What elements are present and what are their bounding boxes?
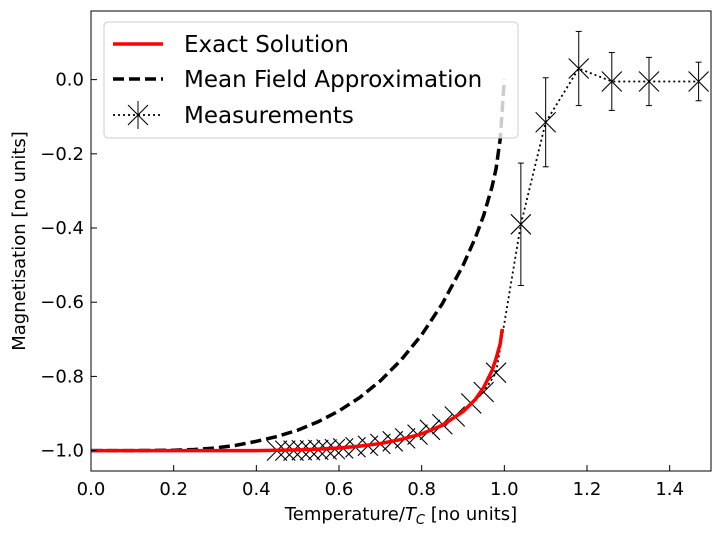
y-tick-label: −1.0 [40,441,84,462]
legend-label: Exact Solution [184,32,349,58]
x-tick-label: 0.6 [325,479,354,500]
marker-stroke-b [510,213,532,235]
y-tick-label: 0.0 [55,70,84,91]
x-axis-label: Temperature/TC [no units] [284,504,517,528]
data-point-marker [688,71,709,92]
y-tick-label: −0.4 [40,218,84,239]
legend-entry-1: Mean Field Approximation [113,67,482,93]
data-point-marker [601,71,623,92]
series-line-0 [91,328,505,453]
series-layer [91,30,709,461]
marker-stroke-b [568,58,590,79]
legend: Exact Solution Mean Field Approximation Me… [103,21,519,139]
data-point-marker [568,58,590,79]
x-tick-label: 0.0 [77,479,106,500]
plot-area: 0.0 0.2 0.4 0.6 0.8 1.0 1.2 1.4 0.0 −0.2 −0.4 −0.6 −… [40,10,712,500]
legend-label: Measurements [184,103,354,129]
marker-stroke-b [688,71,709,92]
y-tick-label: −0.6 [40,292,84,313]
x-tick-label: 0.8 [407,479,436,500]
x-axis-label-units: [no units] [425,504,517,525]
legend-entry-2: Measurements [113,101,354,129]
marker-stroke-b [601,71,623,92]
x-axis-label-subscript: C [416,513,426,528]
series-0 [91,328,505,453]
x-tick-label: 1.0 [490,479,519,500]
ticks-layer: 0.0 0.2 0.4 0.6 0.8 1.0 1.2 1.4 0.0 −0.2 −0.4 −0.6 −… [40,70,684,500]
x-tick-label: 1.4 [655,479,684,500]
y-axis-label: Magnetisation [no units] [9,131,30,351]
legend-label: Mean Field Approximation [184,67,482,93]
legend-entries: Exact Solution Mean Field Approximation Me… [113,32,482,129]
y-tick-label: −0.8 [40,366,84,387]
legend-marker-b [127,104,149,126]
axes-frame [90,10,712,472]
series-1 [91,79,507,453]
data-point-marker [510,213,532,235]
legend-box [103,21,519,139]
legend-entry-0: Exact Solution [113,32,349,58]
x-axis-label-main: Temperature/ [284,504,406,525]
x-tick-label: 0.4 [242,479,271,500]
marker-stroke-b [535,111,557,133]
marker-stroke-b [638,71,660,92]
x-tick-label: 0.2 [159,479,188,500]
y-tick-label: −0.2 [40,144,84,165]
data-point-marker [638,71,660,92]
series-line-1 [91,79,507,453]
data-point-marker [535,111,557,133]
x-axis-label-symbol: T [405,504,418,525]
x-tick-label: 1.2 [573,479,602,500]
